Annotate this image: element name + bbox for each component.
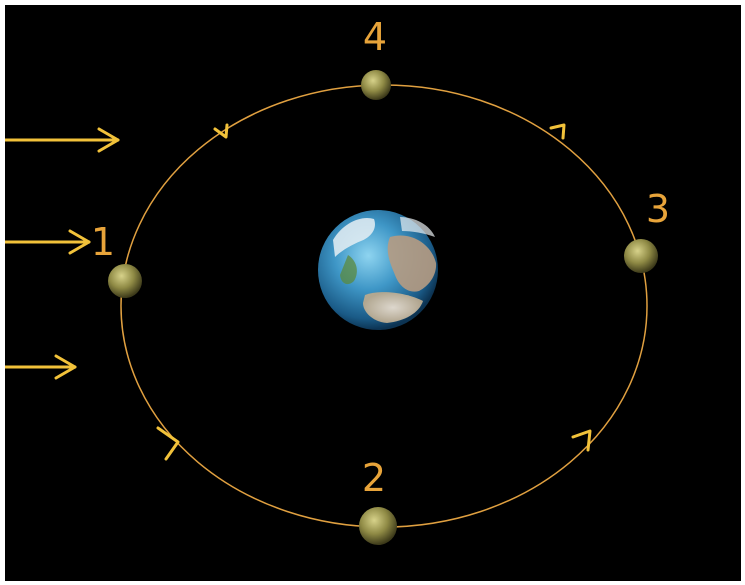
sunlight-arrow-icon [5, 229, 91, 255]
orbit-direction-arrow-icon [156, 426, 180, 461]
phase-label-4: 4 [363, 15, 387, 59]
moon-position-3 [624, 239, 658, 273]
moon-position-2 [359, 507, 397, 545]
moon-icon [624, 239, 658, 273]
moon-phase-diagram: 4 3 1 2 [5, 5, 741, 581]
earth-icon [318, 210, 438, 330]
moon-icon [359, 507, 397, 545]
orbit-direction-arrow-icon [571, 429, 592, 452]
phase-label-1: 1 [91, 220, 115, 264]
moon-position-4 [361, 70, 391, 100]
phase-label-2: 2 [362, 456, 386, 500]
sunlight-arrow-icon [5, 127, 120, 153]
diagram-svg: 4 3 1 2 [5, 15, 670, 545]
moon-icon [361, 70, 391, 100]
moon-position-1 [108, 264, 142, 298]
moon-icon [108, 264, 142, 298]
sunlight-arrows [5, 127, 120, 380]
sunlight-arrow-icon [5, 354, 77, 380]
orbit-direction-arrow-icon [213, 123, 229, 139]
phase-label-3: 3 [646, 187, 670, 231]
orbit-direction-arrow-icon [549, 123, 566, 140]
orbit-direction-arrows [156, 123, 592, 461]
